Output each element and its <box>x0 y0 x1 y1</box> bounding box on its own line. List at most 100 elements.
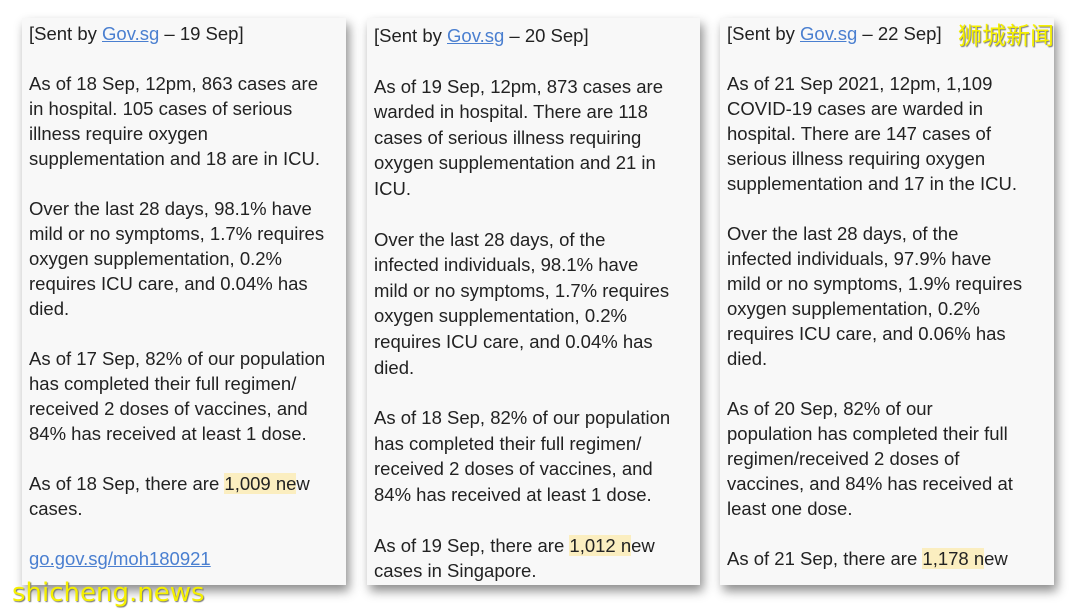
text-line: requires ICU care, and 0.06% has <box>727 323 1006 344</box>
message-paragraph: Over the last 28 days, 98.1% have mild or… <box>29 196 346 321</box>
text-line: died. <box>727 348 768 369</box>
text-line: As of 18 Sep, 82% of our population <box>374 407 671 429</box>
text-line: supplementation and 17 in the ICU. <box>727 173 1018 194</box>
text-line: has completed their full regimen/ <box>374 432 642 454</box>
text-line: illness require oxygen <box>29 123 208 144</box>
message-paragraph: As of 21 Sep 2021, 12pm, 1,109 COVID-19 c… <box>727 71 1054 196</box>
text-line: cases in Singapore. <box>374 560 537 582</box>
message-paragraph: As of 18 Sep, 12pm, 863 cases are in hosp… <box>29 71 346 171</box>
paragraph-gap <box>727 371 1054 396</box>
paragraph-gap <box>29 446 346 471</box>
text-segment: w <box>296 473 310 494</box>
text-line: oxygen supplementation, 0.2% <box>29 248 283 269</box>
text-segment: ew <box>631 534 655 556</box>
new-cases-line: As of 21 Sep, there are 1,178 new <box>727 546 1054 571</box>
highlighted-case-count: 1,178 n <box>922 548 985 569</box>
link-line: go.gov.sg/moh180921 <box>29 546 346 571</box>
text-line: Over the last 28 days, of the <box>374 228 606 250</box>
text-line: infected individuals, 97.9% have <box>727 248 992 269</box>
text-line: As of 21 Sep 2021, 12pm, 1,109 <box>727 73 993 94</box>
header-prefix: [Sent by <box>727 23 801 44</box>
text-line: As of 18 Sep, 12pm, 863 cases are <box>29 73 318 94</box>
paragraph-gap <box>29 46 346 71</box>
watermark-chinese: 狮城新闻 <box>958 22 1054 50</box>
text-line: died. <box>374 356 415 378</box>
text-line: supplementation and 18 are in ICU. <box>29 148 321 169</box>
text-line: mild or no symptoms, 1.7% requires <box>29 223 325 244</box>
highlighted-case-count: 1,012 n <box>569 534 632 556</box>
paragraph-gap <box>727 521 1054 546</box>
message-panel-20-sep: [Sent by Gov.sg – 20 Sep] As of 19 Sep, 1… <box>367 18 700 585</box>
text-line: has completed their full regimen/ <box>29 373 297 394</box>
header-prefix: [Sent by <box>29 23 103 44</box>
text-line: 84% has received at least 1 dose. <box>374 483 652 505</box>
text-line: serious illness requiring oxygen <box>727 148 986 169</box>
text-line: received 2 doses of vaccines, and <box>374 458 653 480</box>
paragraph-gap <box>29 321 346 346</box>
text-segment: As of 19 Sep, there are <box>374 534 570 556</box>
text-line: As of 17 Sep, 82% of our population <box>29 348 326 369</box>
text-line: infected individuals, 98.1% have <box>374 254 639 276</box>
text-line: 84% has received at least 1 dose. <box>29 423 307 444</box>
sender-link[interactable]: Gov.sg <box>102 23 160 44</box>
paragraph-gap <box>29 171 346 196</box>
paragraph-gap <box>374 49 700 74</box>
message-header: [Sent by Gov.sg – 22 Sep] <box>727 21 1054 46</box>
message-paragraph: As of 17 Sep, 82% of our population has c… <box>29 346 346 446</box>
message-paragraph: As of 20 Sep, 82% of our population has c… <box>727 396 1054 521</box>
message-header: [Sent by Gov.sg – 19 Sep] <box>29 21 346 46</box>
highlighted-case-count: 1,009 ne <box>224 473 297 494</box>
paragraph-gap <box>727 196 1054 221</box>
text-line: mild or no symptoms, 1.9% requires <box>727 273 1023 294</box>
text-line: ICU. <box>374 177 411 199</box>
text-line: Over the last 28 days, of the <box>727 223 959 244</box>
text-line: As of 20 Sep, 82% of our <box>727 398 933 419</box>
message-panel-19-sep: [Sent by Gov.sg – 19 Sep] As of 18 Sep, 1… <box>22 18 346 585</box>
paragraph-gap <box>374 508 700 533</box>
text-line: population has completed their full <box>727 423 1008 444</box>
text-line: oxygen supplementation and 21 in <box>374 152 656 174</box>
header-date: – 22 Sep] <box>857 23 942 44</box>
paragraph-gap <box>374 202 700 227</box>
text-line: hospital. There are 147 cases of <box>727 123 991 144</box>
text-segment: As of 21 Sep, there are <box>727 548 923 569</box>
text-line: received 2 doses of vaccines, and <box>29 398 308 419</box>
text-line: oxygen supplementation, 0.2% <box>374 305 628 327</box>
message-paragraph: As of 18 Sep, 82% of our population has c… <box>374 405 700 507</box>
text-line: Over the last 28 days, 98.1% have <box>29 198 312 219</box>
message-paragraph: Over the last 28 days, of the infected in… <box>727 221 1054 371</box>
message-paragraph: As of 21 Sep, there are 1,178 new <box>727 546 1054 571</box>
message-paragraph: As of 19 Sep, there are 1,012 new cases i… <box>374 533 700 584</box>
text-line: cases of serious illness requiring <box>374 126 642 148</box>
header-date: – 20 Sep] <box>504 25 589 46</box>
new-cases-line: As of 19 Sep, there are 1,012 new <box>374 533 700 559</box>
text-line: requires ICU care, and 0.04% has <box>374 330 653 352</box>
header-prefix: [Sent by <box>374 25 448 46</box>
text-segment: As of 18 Sep, there are <box>29 473 225 494</box>
new-cases-line: As of 18 Sep, there are 1,009 new <box>29 471 346 496</box>
moh-link[interactable]: go.gov.sg/moh180921 <box>29 548 211 569</box>
text-line: least one dose. <box>727 498 853 519</box>
paragraph-gap <box>374 380 700 405</box>
text-line: cases. <box>29 498 83 519</box>
text-segment: ew <box>984 548 1008 569</box>
message-paragraph: As of 18 Sep, there are 1,009 new cases. <box>29 471 346 521</box>
text-line: died. <box>29 298 70 319</box>
message-paragraph: As of 19 Sep, 12pm, 873 cases are warded … <box>374 74 700 202</box>
text-line: regimen/received 2 doses of <box>727 448 960 469</box>
watermark-site: shicheng.news <box>12 578 205 608</box>
header-date: – 19 Sep] <box>159 23 244 44</box>
text-line: vaccines, and 84% has received at <box>727 473 1013 494</box>
text-line: COVID-19 cases are warded in <box>727 98 984 119</box>
sender-link[interactable]: Gov.sg <box>447 25 505 46</box>
message-paragraph: Over the last 28 days, of the infected in… <box>374 227 700 381</box>
message-panel-22-sep: [Sent by Gov.sg – 22 Sep] As of 21 Sep 20… <box>720 18 1054 585</box>
text-line: requires ICU care, and 0.04% has <box>29 273 308 294</box>
sender-link[interactable]: Gov.sg <box>800 23 858 44</box>
text-line: mild or no symptoms, 1.7% requires <box>374 279 670 301</box>
paragraph-gap <box>29 521 346 546</box>
text-line: in hospital. 105 cases of serious <box>29 98 293 119</box>
text-line: As of 19 Sep, 12pm, 873 cases are <box>374 75 663 97</box>
text-line: oxygen supplementation, 0.2% <box>727 298 981 319</box>
message-header: [Sent by Gov.sg – 20 Sep] <box>374 23 700 49</box>
